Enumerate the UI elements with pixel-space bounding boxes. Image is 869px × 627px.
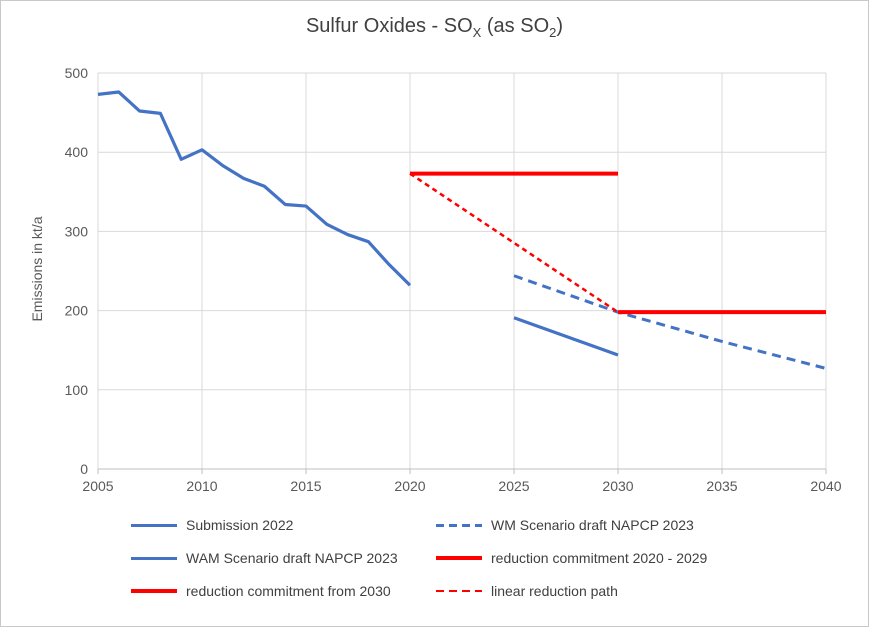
legend-item-linear-reduction-path: linear reduction path	[436, 581, 707, 601]
legend-item-wam-scenario: WAM Scenario draft NAPCP 2023	[131, 548, 436, 568]
series-wam-scenario-draft-napcp-2023	[513, 316, 619, 357]
title-text-end: )	[556, 15, 564, 37]
series-submission-2022	[97, 90, 412, 287]
series-wm-scenario-draft-napcp-2023	[513, 274, 827, 370]
legend-label: reduction commitment from 2030	[186, 583, 391, 599]
title-subscript-x: X	[472, 25, 482, 40]
legend-label: WAM Scenario draft NAPCP 2023	[186, 550, 398, 566]
legend-item-reduction-commitment-2020-2029: reduction commitment 2020 - 2029	[436, 548, 707, 568]
legend-key-reduction-commitment-2020-2029	[436, 556, 482, 560]
legend-label: linear reduction path	[491, 583, 618, 599]
x-tick-label: 2015	[290, 478, 321, 494]
legend-item-reduction-commitment-from-2030: reduction commitment from 2030	[131, 581, 436, 601]
series-linear-reduction-path	[409, 172, 619, 314]
legend-key-wam-scenario	[131, 556, 177, 560]
plot-area: 2005 2010 2015 2020 2025 2030 2035 2040 0 100 200 3…	[65, 65, 842, 494]
y-tick-label: 500	[65, 65, 89, 81]
title-text-mid: (as SO	[481, 15, 550, 37]
x-tick-label: 2010	[186, 478, 217, 494]
legend-key-linear-reduction-path	[436, 589, 482, 593]
legend: Submission 2022 WM Scenario draft NAPCP …	[131, 515, 707, 601]
x-tick-label: 2025	[498, 478, 529, 494]
legend-key-wm-scenario	[436, 523, 482, 527]
legend-label: WM Scenario draft NAPCP 2023	[491, 517, 694, 533]
x-tick-label: 2040	[810, 478, 841, 494]
title-subscript-2: 2	[549, 25, 557, 40]
y-tick-label: 0	[80, 461, 88, 477]
legend-item-submission-2022: Submission 2022	[131, 515, 436, 535]
x-tick-label: 2030	[602, 478, 633, 494]
y-tick-label: 400	[65, 144, 89, 160]
x-tick-label: 2020	[394, 478, 425, 494]
chart-title: Sulfur Oxides - SOX (as SO2)	[1, 15, 868, 40]
legend-label: Submission 2022	[186, 517, 294, 533]
title-text: Sulfur Oxides - SO	[305, 15, 473, 37]
y-tick-label: 200	[65, 303, 89, 319]
legend-key-submission-2022	[131, 523, 177, 527]
x-tick-label: 2035	[706, 478, 737, 494]
x-tick-label: 2005	[82, 478, 113, 494]
y-tick-label: 100	[65, 382, 89, 398]
legend-key-reduction-commitment-from-2030	[131, 589, 177, 593]
y-tick-label: 300	[65, 223, 89, 239]
legend-label: reduction commitment 2020 - 2029	[491, 550, 708, 566]
legend-item-wm-scenario: WM Scenario draft NAPCP 2023	[436, 515, 707, 535]
